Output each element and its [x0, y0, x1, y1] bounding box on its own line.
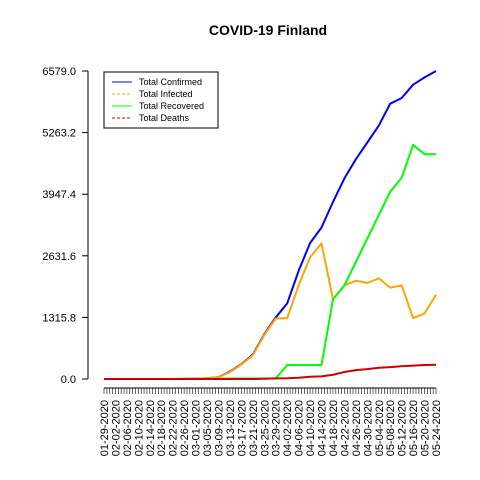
- y-tick-label: 5263.2: [42, 128, 76, 140]
- x-tick-label: 03-17-2020: [236, 400, 248, 456]
- y-tick-label: 6579.0: [42, 66, 76, 78]
- legend-label: Total Deaths: [139, 113, 190, 123]
- x-tick-label: 04-22-2020: [339, 400, 351, 456]
- x-tick-label: 04-30-2020: [362, 400, 374, 456]
- legend: Total Confirmed Total Infected Total Recov…: [103, 71, 219, 129]
- series-line-total-deaths: [104, 363, 437, 380]
- x-tick-label: 05-04-2020: [374, 400, 386, 456]
- legend-label: Total Recovered: [139, 101, 204, 111]
- x-tick-label: 03-13-2020: [225, 400, 237, 456]
- x-tick-label: 02-02-2020: [110, 400, 122, 456]
- x-tick-label: 03-09-2020: [213, 400, 225, 456]
- x-tick-label: 02-10-2020: [133, 400, 145, 456]
- chart-title: COVID-19 Finland: [209, 22, 327, 38]
- series-line-total-recovered: [104, 143, 436, 380]
- legend-box: [103, 71, 219, 129]
- x-tick-label: 03-25-2020: [259, 400, 271, 456]
- x-axis: 01-29-2020 02-02-2020 02-06-2020 02-10-2020…: [99, 387, 443, 456]
- y-tick-label: 2631.6: [42, 251, 76, 263]
- legend-label: Total Infected: [139, 89, 193, 99]
- x-tick-label: 04-06-2020: [294, 400, 306, 456]
- x-tick-label: 05-16-2020: [408, 400, 420, 456]
- x-tick-label: 02-06-2020: [122, 400, 134, 456]
- x-tick-label: 02-14-2020: [145, 400, 157, 456]
- x-tick-label: 04-26-2020: [351, 400, 363, 456]
- x-tick-label: 05-24-2020: [431, 400, 443, 456]
- legend-label: Total Confirmed: [139, 77, 202, 87]
- x-tick-label: 05-12-2020: [397, 400, 409, 456]
- series-layer: [104, 70, 437, 380]
- x-tick-label: 04-14-2020: [317, 400, 329, 456]
- y-tick-label: 3947.4: [42, 189, 76, 201]
- x-tick-label: 04-10-2020: [305, 400, 317, 456]
- series-line-total-infected: [104, 242, 437, 380]
- x-tick-label: 03-21-2020: [248, 400, 260, 456]
- x-tick-label: 01-29-2020: [99, 400, 111, 456]
- x-tick-label: 04-18-2020: [328, 400, 340, 456]
- x-tick-label: 05-08-2020: [385, 400, 397, 456]
- x-tick-label: 03-05-2020: [202, 400, 214, 456]
- x-tick-label: 03-01-2020: [191, 400, 203, 456]
- y-tick-label: 0.0: [61, 374, 76, 386]
- y-tick-label: 1315.8: [42, 312, 76, 324]
- x-tick-label: 02-26-2020: [179, 400, 191, 456]
- x-tick-label: 02-18-2020: [156, 400, 168, 456]
- x-tick-label: 03-29-2020: [271, 400, 283, 456]
- x-tick-label: 05-20-2020: [420, 400, 432, 456]
- x-tick-label: 04-02-2020: [282, 400, 294, 456]
- y-axis: 0.0 1315.8 2631.6 3947.4 5263.2 6579.0: [42, 66, 89, 386]
- x-tick-label: 02-22-2020: [168, 400, 180, 456]
